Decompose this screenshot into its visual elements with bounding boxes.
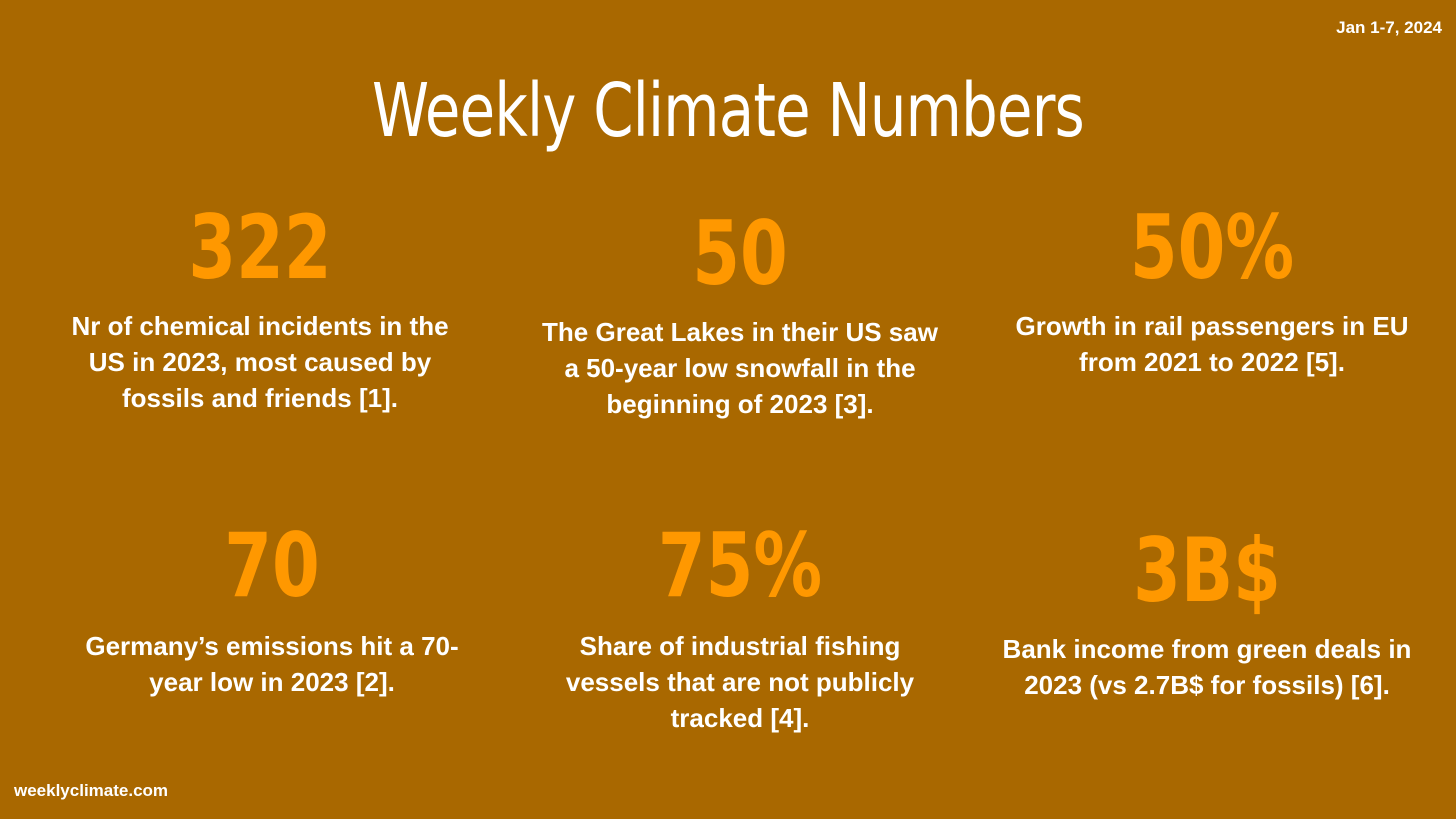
stat-value: 322: [188, 196, 332, 299]
stat-description: Nr of chemical incidents in the US in 20…: [71, 311, 449, 413]
stat-card-germany-emissions: 70 Germany’s emissions hit a 70-year low…: [57, 522, 487, 700]
stat-value: 70: [224, 514, 320, 617]
stat-value: 3B$: [1133, 519, 1281, 622]
date-range: Jan 1-7, 2024: [1336, 18, 1442, 37]
stat-card-fishing-vessels: 75% Share of industrial fishing vessels …: [525, 522, 955, 736]
stat-card-chemical-incidents: 322 Nr of chemical incidents in the US i…: [45, 204, 475, 416]
stat-value: 50: [692, 202, 788, 305]
stat-card-great-lakes-snowfall: 50 The Great Lakes in their US saw a 50-…: [525, 210, 955, 422]
stat-card-rail-passengers: 50% Growth in rail passengers in EU from…: [997, 204, 1427, 380]
stat-card-bank-green-income: 3B$ Bank income from green deals in 2023…: [992, 527, 1422, 703]
stat-description: Germany’s emissions hit a 70-year low in…: [85, 631, 459, 697]
stat-value: 75%: [657, 514, 823, 617]
stat-description: The Great Lakes in their US saw a 50-yea…: [542, 317, 938, 419]
stat-description: Growth in rail passengers in EU from 202…: [1015, 311, 1409, 377]
stat-description: Share of industrial fishing vessels that…: [565, 631, 915, 733]
stat-description: Bank income from green deals in 2023 (vs…: [1002, 634, 1412, 700]
footer-site-url: weeklyclimate.com: [14, 781, 169, 800]
page-title: Weekly Climate Numbers: [372, 68, 1085, 154]
stat-value: 50%: [1129, 196, 1295, 299]
